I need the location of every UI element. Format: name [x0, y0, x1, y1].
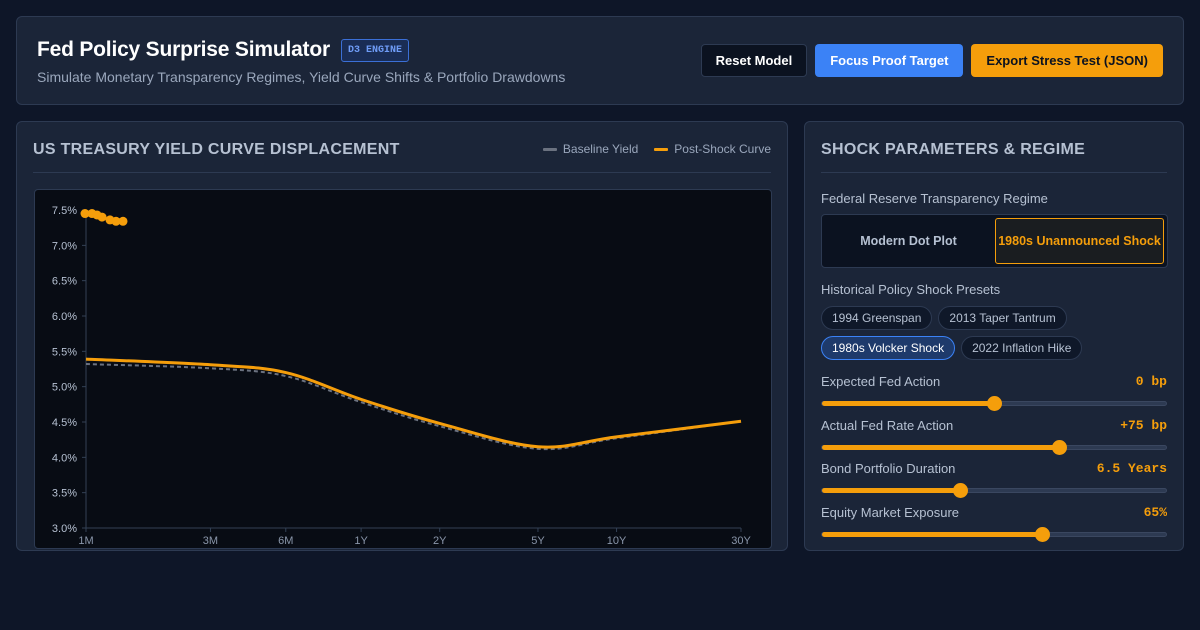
y-tick-label: 3.5% [52, 488, 77, 500]
post-shock-point [97, 212, 107, 222]
export-stress-test-button[interactable]: Export Stress Test (JSON) [971, 44, 1163, 77]
preset-2013-taper-tantrum[interactable]: 2013 Taper Tantrum [938, 306, 1067, 330]
slider-value: 0 bp [1135, 374, 1167, 389]
params-panel-title: SHOCK PARAMETERS & REGIME [821, 141, 1086, 158]
slider-label: Equity Market Exposure [821, 505, 960, 520]
slider-fill [822, 532, 1043, 537]
slider-thumb[interactable] [987, 396, 1002, 411]
y-tick-label: 3.0% [52, 523, 77, 535]
slider-fill [822, 401, 994, 406]
slider-fill [822, 445, 1060, 450]
preset-1980s-volcker[interactable]: 1980s Volcker Shock [821, 336, 956, 360]
slider-actual-fed-rate-action: Actual Fed Rate Action +75 bp [821, 418, 1167, 455]
slider-label: Expected Fed Action [821, 374, 941, 389]
app-header: Fed Policy Surprise Simulator D3 ENGINE … [16, 16, 1184, 105]
slider-track[interactable] [821, 396, 1167, 411]
y-tick-label: 6.0% [52, 311, 77, 323]
app-subtitle: Simulate Monetary Transparency Regimes, … [37, 69, 566, 85]
post-shock-point [118, 216, 128, 226]
legend-post-shock-label: Post-Shock Curve [674, 142, 771, 156]
yield-curve-panel: US TREASURY YIELD CURVE DISPLACEMENT Bas… [16, 121, 788, 551]
engine-badge: D3 ENGINE [340, 38, 409, 62]
post-shock-point [80, 209, 90, 219]
title-row: Fed Policy Surprise Simulator D3 ENGINE [37, 38, 409, 62]
legend-baseline: Baseline Yield [542, 142, 639, 156]
slider-value: 65% [1143, 505, 1167, 520]
x-tick-label: 1M [78, 535, 93, 547]
regime-toggle: Modern Dot Plot 1980s Unannounced Shock [821, 214, 1168, 268]
yield-curve-plot[interactable]: 3.0% 3.5% 4.0% 4.5% 5.0% 5.5% 6.0% 6.5% 7.0% 7.5%… [34, 189, 772, 549]
slider-track[interactable] [821, 527, 1167, 542]
slider-label: Bond Portfolio Duration [821, 461, 956, 476]
y-tick-label: 4.0% [52, 452, 77, 464]
slider-equity-market-exposure: Equity Market Exposure 65% [821, 505, 1167, 542]
legend-post-shock: Post-Shock Curve [654, 142, 771, 156]
baseline-swatch-icon [542, 147, 557, 151]
regime-label: Federal Reserve Transparency Regime [821, 191, 1048, 206]
header-actions: Reset Model Focus Proof Target Export St… [700, 44, 1163, 77]
slider-fill [822, 488, 960, 493]
focus-proof-target-button[interactable]: Focus Proof Target [815, 44, 964, 77]
slider-bond-portfolio-duration: Bond Portfolio Duration 6.5 Years [821, 461, 1167, 498]
slider-thumb[interactable] [952, 483, 968, 498]
params-panel-divider [821, 172, 1167, 173]
post-shock-point [111, 216, 121, 226]
presets-label: Historical Policy Shock Presets [821, 282, 1001, 297]
y-tick-label: 6.5% [52, 276, 77, 288]
post-shock-swatch-icon [654, 147, 669, 151]
x-tick-label: 5Y [531, 535, 545, 547]
x-tick-label: 1Y [354, 535, 368, 547]
slider-value: +75 bp [1120, 418, 1167, 433]
x-tick-label: 2Y [433, 535, 447, 547]
slider-value: 6.5 Years [1096, 461, 1167, 476]
reset-model-button[interactable]: Reset Model [700, 44, 808, 77]
y-tick-label: 5.0% [52, 382, 77, 394]
legend-baseline-label: Baseline Yield [562, 142, 639, 156]
chart-panel-title: US TREASURY YIELD CURVE DISPLACEMENT [33, 141, 400, 158]
regime-modern-dot-plot[interactable]: Modern Dot Plot [860, 234, 957, 248]
slider-thumb[interactable] [1035, 527, 1051, 542]
x-tick-label: 3M [203, 535, 218, 547]
preset-1994-greenspan[interactable]: 1994 Greenspan [821, 306, 933, 330]
slider-thumb[interactable] [1052, 440, 1068, 455]
app-title: Fed Policy Surprise Simulator [37, 38, 330, 61]
y-tick-label: 7.5% [52, 205, 77, 217]
slider-label: Actual Fed Rate Action [821, 418, 954, 433]
slider-expected-fed-action: Expected Fed Action 0 bp [821, 374, 1167, 411]
y-tick-label: 5.5% [52, 346, 77, 358]
x-tick-label: 30Y [731, 535, 751, 547]
slider-track[interactable] [821, 440, 1167, 455]
preset-chips: 1994 Greenspan 2013 Taper Tantrum 1980s … [821, 306, 1171, 360]
regime-1980s-unannounced[interactable]: 1980s Unannounced Shock [995, 218, 1164, 264]
shock-parameters-panel: SHOCK PARAMETERS & REGIME Federal Reserv… [804, 121, 1184, 551]
yield-curve-svg: 3.0% 3.5% 4.0% 4.5% 5.0% 5.5% 6.0% 6.5% 7.0% 7.5%… [52, 205, 752, 547]
y-tick-label: 7.0% [52, 240, 77, 252]
chart-panel-divider [33, 172, 771, 173]
slider-track[interactable] [821, 483, 1167, 498]
post-shock-curve-line [85, 357, 742, 449]
x-tick-label: 6M [278, 535, 293, 547]
chart-legend: Baseline Yield Post-Shock Curve [542, 142, 771, 156]
baseline-yield-line [85, 363, 742, 451]
preset-2022-inflation-hike[interactable]: 2022 Inflation Hike [961, 336, 1083, 360]
x-tick-label: 10Y [607, 535, 627, 547]
y-tick-label: 4.5% [52, 417, 77, 429]
